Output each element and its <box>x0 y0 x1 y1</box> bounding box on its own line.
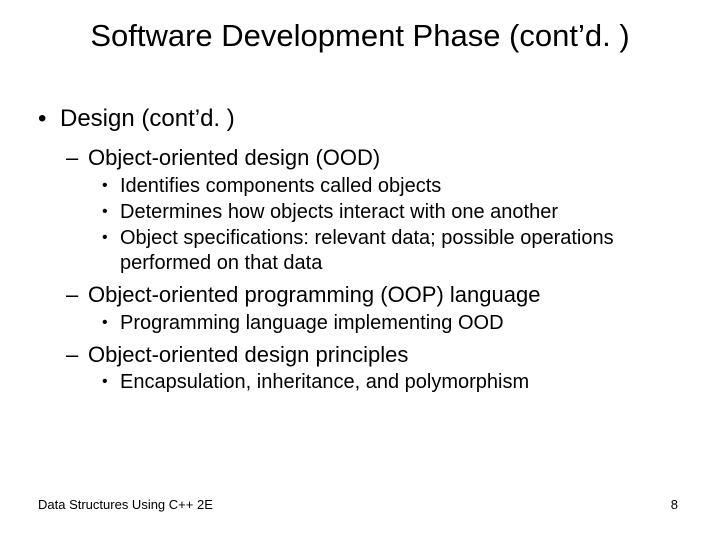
footer-page-number: 8 <box>671 497 678 512</box>
slide: Software Development Phase (cont’d. ) De… <box>0 0 720 540</box>
bullet-level3: Programming language implementing OOD <box>102 311 678 335</box>
bullet-level3: Encapsulation, inheritance, and polymorp… <box>102 370 678 394</box>
footer-source: Data Structures Using C++ 2E <box>38 497 213 512</box>
bullet-level3: Determines how objects interact with one… <box>102 200 678 224</box>
bullet-level3: Object specifications: relevant data; po… <box>102 226 678 275</box>
bullet-level2: Object-oriented design principles <box>66 341 678 369</box>
slide-body: Design (cont’d. ) Object-oriented design… <box>38 104 678 395</box>
slide-title: Software Development Phase (cont’d. ) <box>0 18 720 54</box>
bullet-level2: Object-oriented programming (OOP) langua… <box>66 281 678 309</box>
bullet-level1: Design (cont’d. ) <box>38 104 678 134</box>
bullet-level3: Identifies components called objects <box>102 174 678 198</box>
bullet-level2: Object-oriented design (OOD) <box>66 144 678 172</box>
